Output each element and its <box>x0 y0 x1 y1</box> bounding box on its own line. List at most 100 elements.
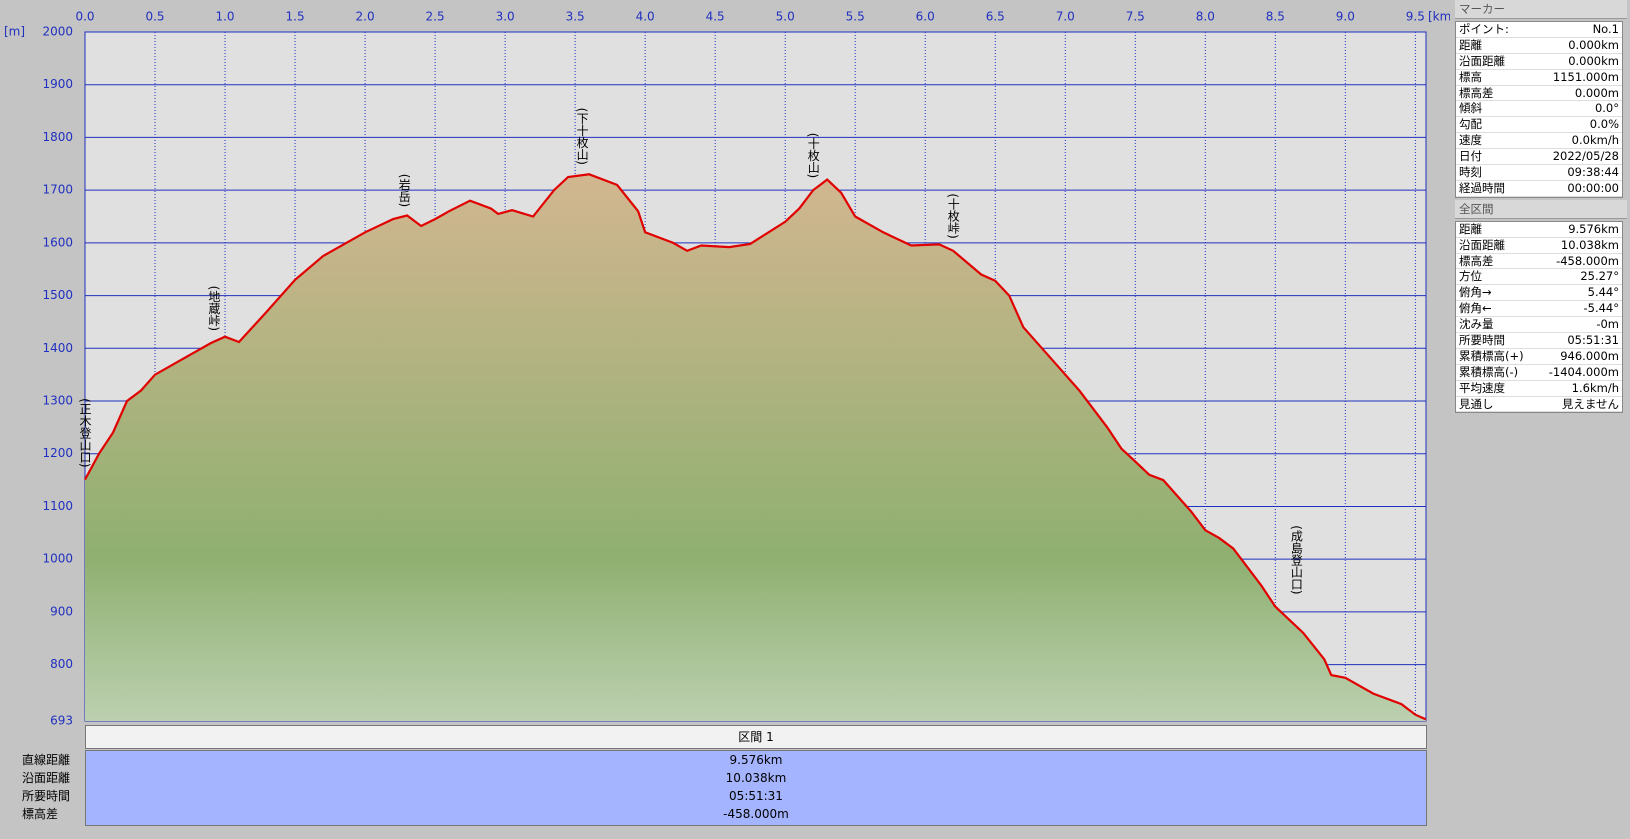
x-tick-label: 5.0 <box>776 10 795 24</box>
x-tick-label: 2.0 <box>356 10 375 24</box>
row-key: 沈み量 <box>1459 317 1494 332</box>
panel-row: 平均速度 1.6km/h <box>1456 381 1622 397</box>
row-value: 9.576km <box>729 753 783 767</box>
annotation: (岩岳) <box>397 174 411 207</box>
y-unit: [m] <box>4 25 25 39</box>
y-tick-label: 1100 <box>42 499 73 513</box>
y-tick-label: 693 <box>50 714 73 726</box>
row-key: 標高 <box>1459 69 1482 84</box>
row-value: -1404.000m <box>1548 364 1619 379</box>
annotation: (下十枚山) <box>575 108 589 165</box>
row-value: 0.000km <box>1568 53 1619 68</box>
panel-row: 見通し 見えません <box>1456 397 1622 413</box>
panel-row: 標高差 0.000m <box>1456 86 1622 102</box>
row-key: 方位 <box>1459 269 1482 284</box>
row-value: -458.000m <box>1556 253 1619 268</box>
x-tick-label: 3.0 <box>496 10 515 24</box>
panel-row: 標高 1151.000m <box>1456 70 1622 86</box>
row-key: 傾斜 <box>1459 101 1482 116</box>
panel-title: マーカー <box>1455 0 1627 19</box>
row-value: 1151.000m <box>1552 69 1619 84</box>
x-tick-label: 7.0 <box>1056 10 1075 24</box>
row-value: No.1 <box>1592 22 1619 36</box>
row-value: 2022/05/28 <box>1552 149 1619 164</box>
annotation: (地蔵峠) <box>207 286 221 331</box>
y-tick-label: 1600 <box>42 235 73 249</box>
row-key: 標高差 <box>1459 85 1494 100</box>
panel-row: 時刻 09:38:44 <box>1456 165 1622 181</box>
x-tick-label: 3.5 <box>566 10 585 24</box>
row-value: 946.000m <box>1560 348 1619 363</box>
row-value: 05:51:31 <box>1567 333 1619 348</box>
row-value: 0.0km/h <box>1571 133 1619 148</box>
row-key: 所要時間 <box>1459 333 1505 348</box>
marker-table: ポイント: No.1 距離 0.000km 沿面距離 0.000km 標高 1151.000m… <box>1455 21 1623 198</box>
annotation: (成島登山口) <box>1289 525 1303 594</box>
section-body: 9.576km 10.038km 05:51:31 -458.000m <box>85 750 1427 826</box>
row-key: ポイント: <box>1459 22 1509 36</box>
panel-row: 日付 2022/05/28 <box>1456 149 1622 166</box>
x-tick-label: 7.5 <box>1126 10 1145 24</box>
panel-row: ポイント: No.1 <box>1456 22 1622 38</box>
row-key: 勾配 <box>1459 117 1482 132</box>
x-tick-label: 5.5 <box>846 10 865 24</box>
row-key: 直線距離 <box>22 753 71 767</box>
row-key: 所要時間 <box>22 789 71 803</box>
y-tick-label: 1700 <box>42 183 73 197</box>
row-value: 0.0% <box>1589 117 1619 132</box>
y-tick-label: 2000 <box>42 25 73 39</box>
row-value: 00:00:00 <box>1567 180 1619 195</box>
row-key: 距離 <box>1459 37 1482 52</box>
row-key: 速度 <box>1459 133 1482 148</box>
row-key: 俯角→ <box>1459 285 1492 300</box>
row-value: 10.038km <box>1560 237 1619 252</box>
row-value: 05:51:31 <box>729 789 783 803</box>
row-key: 標高差 <box>22 807 59 821</box>
x-unit: [km] <box>1428 10 1450 24</box>
row-key: 累積標高(+) <box>1459 348 1524 363</box>
elevation-line <box>84 173 1427 721</box>
row-value: 1.6km/h <box>1571 380 1619 395</box>
panel-row: 俯角→ 5.44° <box>1456 285 1622 302</box>
row-key: 平均速度 <box>1459 380 1505 395</box>
y-tick-label: 1900 <box>42 77 73 91</box>
x-tick-label: 8.0 <box>1196 10 1215 24</box>
row-key: 沿面距離 <box>1459 53 1505 68</box>
panel-title: 全区間 <box>1455 199 1627 219</box>
x-tick-label: 6.0 <box>916 10 935 24</box>
section-header[interactable]: 区間 1 <box>85 725 1427 749</box>
row-key: 俯角← <box>1459 301 1492 316</box>
panel-row: 方位 25.27° <box>1456 269 1622 286</box>
panel-row: 傾斜 0.0° <box>1456 101 1622 118</box>
chart: [m] [km] 693 800 900 1000 1100 1200 1300 1400 15… <box>4 10 1450 726</box>
panel-row: 沿面距離 0.000km <box>1456 54 1622 70</box>
x-tick-label: 0.5 <box>145 10 164 24</box>
row-key: 沿面距離 <box>1459 237 1505 252</box>
panel-row: 累積標高(+) 946.000m <box>1456 349 1622 365</box>
x-tick-label: 9.5 <box>1406 10 1425 24</box>
x-tick-label: 2.5 <box>426 10 445 24</box>
panel-row: 勾配 0.0% <box>1456 117 1622 134</box>
row-value: 5.44° <box>1587 285 1619 300</box>
panel-row: 所要時間 05:51:31 <box>1456 333 1622 349</box>
x-tick-label: 8.5 <box>1266 10 1285 24</box>
panel-row: 俯角← -5.44° <box>1456 301 1622 318</box>
row-value: 9.576km <box>1568 221 1619 236</box>
row-value: 10.038km <box>725 771 787 785</box>
row-value: 0.000km <box>1568 37 1619 52</box>
x-tick-label: 0.0 <box>75 10 94 24</box>
row-value: 0.000m <box>1574 85 1619 100</box>
panel-row: 経過時間 00:00:00 <box>1456 181 1622 197</box>
row-value: 09:38:44 <box>1567 165 1619 180</box>
y-tick-label: 800 <box>50 657 73 671</box>
row-key: 日付 <box>1459 149 1482 164</box>
panel-row: 速度 0.0km/h <box>1456 133 1622 150</box>
row-key: 沿面距離 <box>22 771 71 785</box>
annotation: (正木登山口) <box>78 398 92 467</box>
row-key: 時刻 <box>1459 165 1482 180</box>
y-tick-label: 1000 <box>42 552 73 566</box>
row-key: 累積標高(-) <box>1459 364 1519 379</box>
total-table: 距離 9.576km 沿面距離 10.038km 標高差 -458.000m 方位 25.27… <box>1455 220 1623 414</box>
